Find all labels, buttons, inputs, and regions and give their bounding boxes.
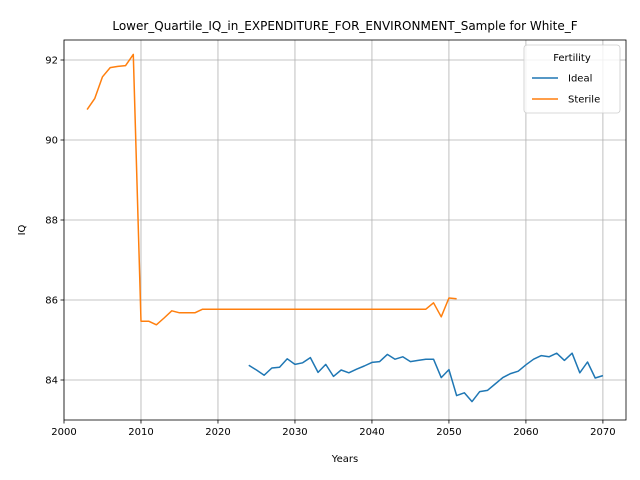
x-axis-ticks: 2000 2010 2020 2030 2040 2050 2060 2070 (51, 420, 616, 438)
chart-title: Lower_Quartile_IQ_in_EXPENDITURE_FOR_ENV… (112, 19, 577, 33)
x-axis-label: Years (331, 454, 358, 465)
x-tick-label: 2000 (51, 427, 76, 438)
legend-title: Fertility (553, 53, 591, 64)
legend: Fertility Ideal Sterile (523, 44, 621, 114)
legend-box (523, 44, 621, 114)
y-tick-label: 88 (45, 216, 58, 227)
legend-label-ideal: Ideal (568, 74, 592, 85)
x-tick-label: 2040 (359, 427, 384, 438)
x-tick-label: 2060 (513, 427, 538, 438)
y-axis-ticks: 84 86 88 90 92 (45, 56, 64, 387)
legend-label-sterile: Sterile (568, 95, 600, 106)
x-tick-label: 2010 (128, 427, 153, 438)
y-tick-label: 84 (45, 376, 58, 387)
x-tick-label: 2020 (205, 427, 230, 438)
y-tick-label: 90 (45, 136, 58, 147)
x-tick-label: 2050 (436, 427, 461, 438)
series-line-sterile (86, 53, 457, 326)
y-axis-label: IQ (17, 224, 28, 235)
series-lines (86, 53, 604, 403)
plot-frame (63, 39, 627, 421)
x-tick-label: 2070 (590, 427, 615, 438)
y-tick-label: 86 (45, 296, 58, 307)
series-line-ideal (248, 352, 604, 403)
x-tick-label: 2030 (282, 427, 307, 438)
y-tick-label: 92 (45, 56, 58, 67)
